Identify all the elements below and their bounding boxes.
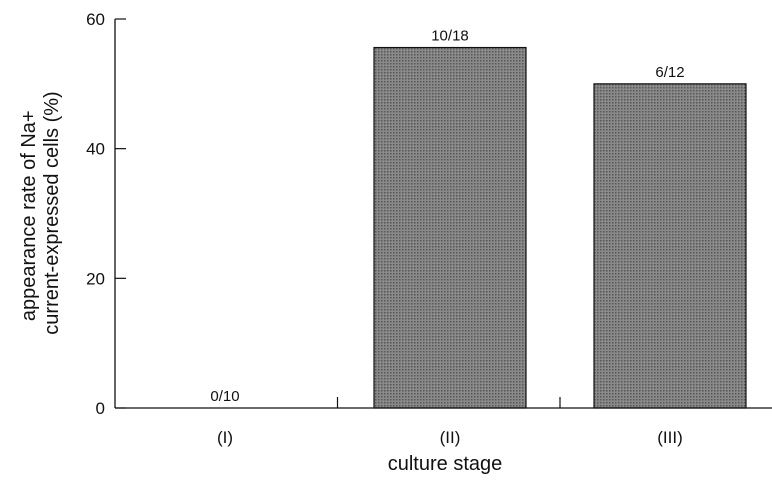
x-axis: (I) (II) (III) bbox=[115, 397, 772, 447]
data-label: 0/10 bbox=[210, 388, 239, 405]
plot-area: 0 20 40 60 (I) (II) (III) 0/10 10/18 6/12 bbox=[86, 10, 772, 447]
x-tick-label: (III) bbox=[657, 428, 683, 447]
y-tick-label: 40 bbox=[86, 140, 105, 159]
y-axis-title: appearance rate of Na+ current-expressed… bbox=[18, 91, 63, 334]
x-axis-title: culture stage bbox=[388, 453, 503, 475]
x-tick-label: (II) bbox=[440, 428, 461, 447]
bar-3 bbox=[593, 83, 747, 409]
bar-2 bbox=[373, 46, 527, 409]
x-tick-label: (I) bbox=[217, 428, 233, 447]
data-label: 10/18 bbox=[431, 28, 469, 45]
y-tick-label: 20 bbox=[86, 269, 105, 288]
data-labels: 0/10 10/18 6/12 bbox=[210, 28, 684, 405]
data-label: 6/12 bbox=[655, 64, 684, 81]
y-tick-label: 60 bbox=[86, 10, 105, 29]
y-axis: 0 20 40 60 bbox=[86, 10, 126, 418]
y-tick-label: 0 bbox=[96, 399, 105, 418]
bars bbox=[373, 46, 747, 409]
y-axis-title-line-1: appearance rate of Na+ bbox=[18, 110, 40, 321]
y-axis-title-line-2: current-expressed cells (%) bbox=[41, 91, 63, 334]
